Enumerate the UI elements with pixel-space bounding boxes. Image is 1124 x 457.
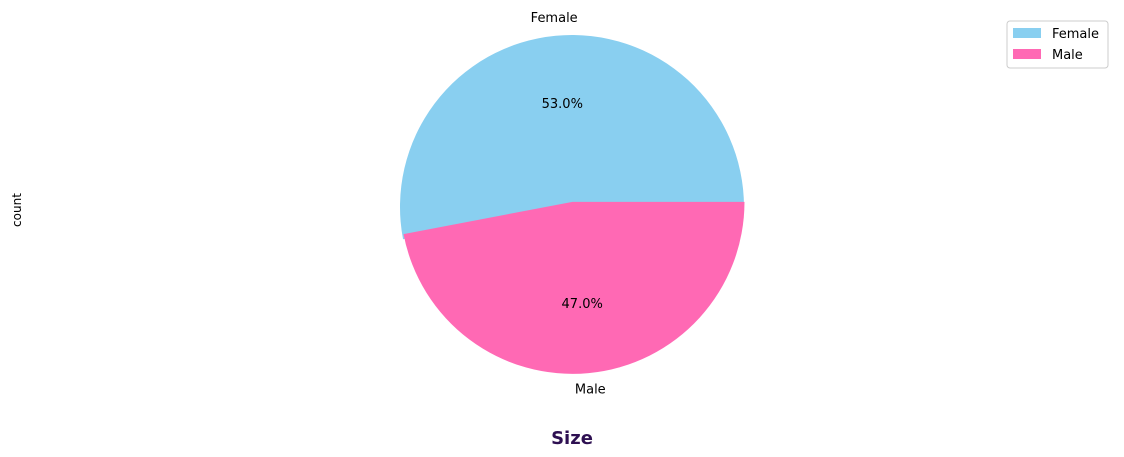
pie-slice-male xyxy=(403,201,745,374)
legend-label-male: Male xyxy=(1052,48,1083,63)
percent-label-male: 47.0% xyxy=(562,297,603,312)
percent-label-female: 53.0% xyxy=(542,97,583,112)
pie-slice-female xyxy=(400,35,744,240)
legend-label-female: Female xyxy=(1052,27,1099,42)
pie-labels: Female 53.0% Male 47.0% xyxy=(531,11,606,398)
slice-label-male: Male xyxy=(575,383,606,398)
legend-swatch-female xyxy=(1013,28,1041,38)
legend: Female Male xyxy=(1006,20,1109,69)
slice-label-female: Female xyxy=(531,11,578,26)
x-axis-label: Size xyxy=(551,428,593,449)
pie-slices xyxy=(400,35,745,374)
legend-swatch-male xyxy=(1013,49,1041,59)
y-axis-label: count xyxy=(10,193,24,227)
